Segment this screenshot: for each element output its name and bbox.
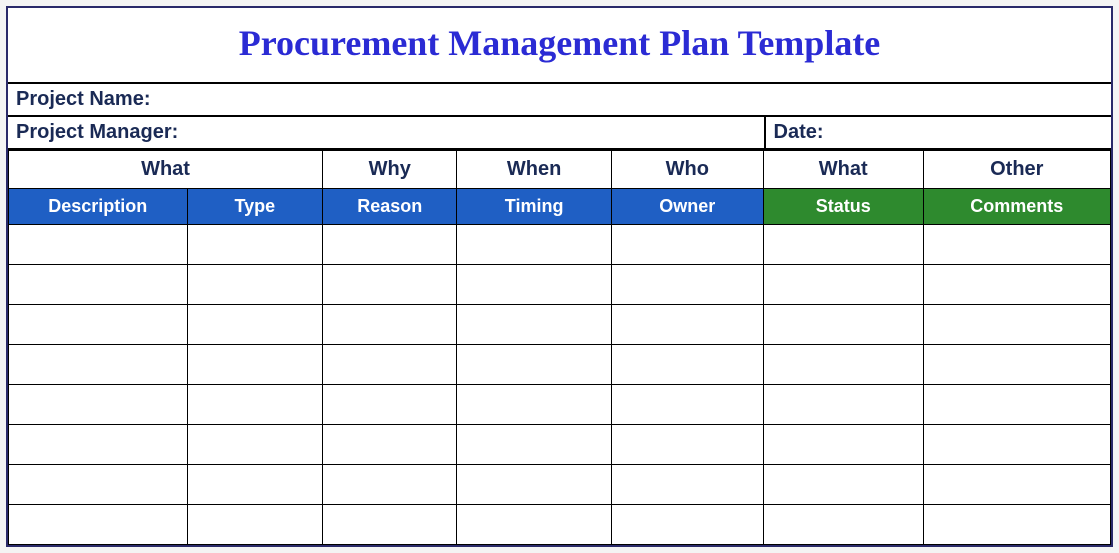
table-cell[interactable]: [611, 305, 763, 345]
table-cell[interactable]: [923, 465, 1110, 505]
table-cell[interactable]: [457, 305, 611, 345]
table-cell[interactable]: [457, 345, 611, 385]
title-row: Procurement Management Plan Template: [8, 8, 1111, 84]
group-header-cell: Who: [611, 151, 763, 189]
table-cell[interactable]: [323, 425, 457, 465]
project-manager-label: Project Manager:: [8, 117, 764, 148]
table-cell[interactable]: [457, 465, 611, 505]
table-cell[interactable]: [9, 465, 188, 505]
template-sheet: Procurement Management Plan Template Pro…: [6, 6, 1113, 547]
group-header-cell: What: [9, 151, 323, 189]
table-cell[interactable]: [611, 425, 763, 465]
table-cell[interactable]: [323, 345, 457, 385]
table-cell[interactable]: [323, 225, 457, 265]
table-cell[interactable]: [457, 425, 611, 465]
table-cell[interactable]: [9, 505, 188, 545]
group-header-cell: When: [457, 151, 611, 189]
table-cell[interactable]: [187, 225, 323, 265]
table-cell[interactable]: [611, 265, 763, 305]
sub-header-cell: Reason: [323, 189, 457, 225]
table-cell[interactable]: [187, 345, 323, 385]
table-cell[interactable]: [187, 425, 323, 465]
table-cell[interactable]: [187, 265, 323, 305]
table-cell[interactable]: [923, 265, 1110, 305]
table-cell[interactable]: [323, 265, 457, 305]
table-cell[interactable]: [187, 505, 323, 545]
table-cell[interactable]: [763, 385, 923, 425]
table-cell[interactable]: [923, 305, 1110, 345]
table-cell[interactable]: [323, 305, 457, 345]
sub-header-cell: Status: [763, 189, 923, 225]
table-cell[interactable]: [9, 425, 188, 465]
table-row: [9, 505, 1111, 545]
table-cell[interactable]: [187, 385, 323, 425]
table-row: [9, 225, 1111, 265]
table-cell[interactable]: [457, 225, 611, 265]
project-name-row: Project Name:: [8, 84, 1111, 117]
sub-header-cell: Type: [187, 189, 323, 225]
sub-header-row: DescriptionTypeReasonTimingOwnerStatusCo…: [9, 189, 1111, 225]
table-cell[interactable]: [923, 425, 1110, 465]
table-cell[interactable]: [611, 505, 763, 545]
page-title: Procurement Management Plan Template: [8, 22, 1111, 64]
table-cell[interactable]: [9, 305, 188, 345]
table-cell[interactable]: [923, 345, 1110, 385]
table-cell[interactable]: [611, 225, 763, 265]
table-row: [9, 305, 1111, 345]
table-row: [9, 385, 1111, 425]
table-cell[interactable]: [611, 465, 763, 505]
table-cell[interactable]: [9, 345, 188, 385]
table-cell[interactable]: [763, 225, 923, 265]
table-cell[interactable]: [9, 225, 188, 265]
date-label: Date:: [764, 117, 1111, 148]
project-name-label: Project Name:: [8, 84, 1111, 115]
table-cell[interactable]: [323, 505, 457, 545]
table-cell[interactable]: [763, 505, 923, 545]
table-cell[interactable]: [457, 265, 611, 305]
table-cell[interactable]: [763, 345, 923, 385]
sub-header-cell: Owner: [611, 189, 763, 225]
table-cell[interactable]: [923, 385, 1110, 425]
table-body: [9, 225, 1111, 545]
table-row: [9, 345, 1111, 385]
table-cell[interactable]: [457, 505, 611, 545]
table-cell[interactable]: [763, 265, 923, 305]
sub-header-cell: Description: [9, 189, 188, 225]
project-manager-date-row: Project Manager: Date:: [8, 117, 1111, 150]
table-cell[interactable]: [611, 385, 763, 425]
table-cell[interactable]: [323, 465, 457, 505]
table-cell[interactable]: [923, 505, 1110, 545]
group-header-row: WhatWhyWhenWhoWhatOther: [9, 151, 1111, 189]
table-cell[interactable]: [457, 385, 611, 425]
table-cell[interactable]: [611, 345, 763, 385]
sub-header-cell: Comments: [923, 189, 1110, 225]
sub-header-cell: Timing: [457, 189, 611, 225]
procurement-table: WhatWhyWhenWhoWhatOther DescriptionTypeR…: [8, 150, 1111, 545]
table-cell[interactable]: [763, 465, 923, 505]
table-cell[interactable]: [187, 465, 323, 505]
table-cell[interactable]: [763, 305, 923, 345]
table-row: [9, 425, 1111, 465]
table-cell[interactable]: [763, 425, 923, 465]
table-cell[interactable]: [187, 305, 323, 345]
table-cell[interactable]: [923, 225, 1110, 265]
group-header-cell: Other: [923, 151, 1110, 189]
table-cell[interactable]: [9, 385, 188, 425]
group-header-cell: What: [763, 151, 923, 189]
group-header-cell: Why: [323, 151, 457, 189]
table-cell[interactable]: [9, 265, 188, 305]
table-row: [9, 265, 1111, 305]
table-cell[interactable]: [323, 385, 457, 425]
table-row: [9, 465, 1111, 505]
